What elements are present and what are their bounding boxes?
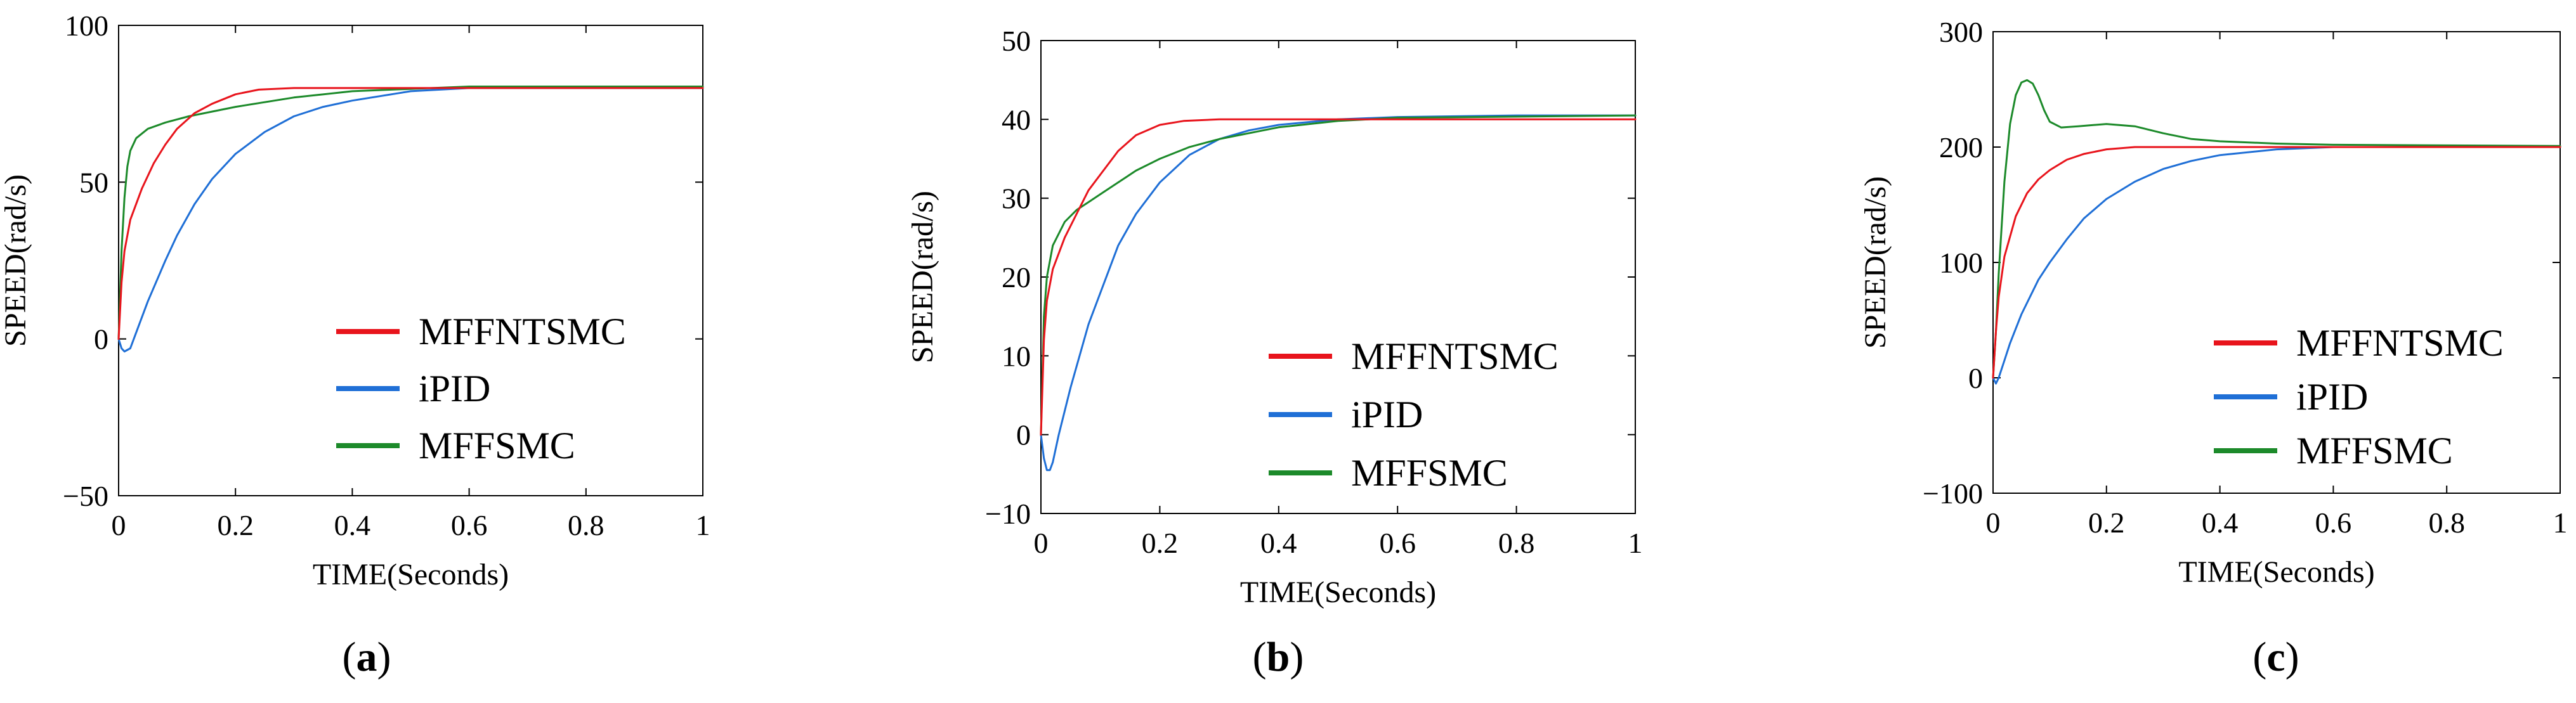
x-axis-label: TIME(Seconds)	[2178, 555, 2374, 589]
y-axis-label: SPEED(rad/s)	[1859, 176, 1892, 349]
series-line-mffntsmc	[1040, 118, 1637, 436]
subplot-c: 0 0.2 0.4 0.6 0.8 1−1000100200300TIME(Seconds…	[1859, 16, 2568, 680]
series-line-mffsmc	[117, 86, 704, 340]
y-tick-label: 0	[1968, 362, 1983, 394]
subplot-caption: (c)	[2252, 634, 2299, 680]
series-line-mffsmc	[1992, 79, 2561, 379]
x-tick-label: 1	[1628, 527, 1643, 559]
y-tick-label: 100	[65, 10, 108, 42]
x-tick-label: 0.4	[1260, 527, 1297, 559]
series-line-ipid	[1992, 146, 2561, 385]
x-tick-label: 0.6	[2315, 506, 2352, 539]
plot-frame	[1040, 40, 1636, 514]
series-line-ipid	[117, 87, 704, 352]
legend-label-ipid: iPID	[2296, 376, 2368, 418]
x-tick-label: 0.2	[1142, 527, 1179, 559]
y-axis-label: SPEED(rad/s)	[0, 174, 32, 347]
y-tick-label: 20	[1002, 261, 1031, 293]
x-tick-label: 0.8	[2428, 506, 2465, 539]
x-tick-label: 0.4	[2202, 506, 2239, 539]
y-tick-label: 40	[1002, 103, 1031, 136]
y-tick-label: 0	[94, 323, 108, 356]
plot-frame	[1992, 31, 2561, 494]
y-tick-label: 0	[1016, 419, 1031, 451]
y-tick-label: 50	[1002, 25, 1031, 57]
subplot-b: 0 0.2 0.4 0.6 0.8 1−1001020304050TIME(Seconds…	[906, 25, 1643, 680]
x-tick-label: 1	[2553, 506, 2568, 539]
y-tick-label: 300	[1939, 16, 1983, 48]
x-tick-label: 0	[1986, 506, 2001, 539]
legend-label-mffsmc: MFFSMC	[1351, 452, 1508, 494]
legend-label-ipid: iPID	[1351, 394, 1423, 435]
legend-label-mffsmc: MFFSMC	[419, 425, 575, 467]
legend-label-mffntsmc: MFFNTSMC	[419, 311, 626, 352]
x-tick-label: 1	[696, 509, 710, 541]
x-tick-label: 0	[112, 509, 126, 541]
y-tick-label: 50	[79, 166, 108, 198]
y-tick-label: −10	[985, 498, 1031, 530]
x-axis-label: TIME(Seconds)	[313, 558, 509, 591]
y-tick-label: −50	[63, 480, 108, 512]
x-tick-label: 0.2	[2088, 506, 2125, 539]
y-tick-label: −100	[1923, 477, 1983, 510]
subplot-caption: (a)	[343, 634, 391, 680]
legend-label-mffntsmc: MFFNTSMC	[2296, 322, 2504, 364]
x-tick-label: 0.6	[451, 509, 488, 541]
legend-label-mffsmc: MFFSMC	[2296, 430, 2453, 472]
y-tick-label: 200	[1939, 131, 1983, 164]
legend-label-ipid: iPID	[419, 368, 490, 410]
y-tick-label: 100	[1939, 247, 1983, 279]
y-axis-label: SPEED(rad/s)	[906, 191, 939, 363]
subplot-a: 0 0.2 0.4 0.6 0.8 1−50050100TIME(Seconds)SPEE…	[0, 10, 710, 680]
plot-frame	[118, 25, 703, 496]
x-tick-label: 0.2	[217, 509, 254, 541]
subplot-caption: (b)	[1253, 634, 1304, 680]
legend-label-mffntsmc: MFFNTSMC	[1351, 335, 1559, 377]
x-tick-label: 0.6	[1379, 527, 1416, 559]
series-line-mffntsmc	[1992, 146, 2561, 379]
x-axis-label: TIME(Seconds)	[1240, 576, 1436, 609]
x-tick-label: 0.8	[1498, 527, 1535, 559]
y-tick-label: 30	[1002, 183, 1031, 215]
x-tick-label: 0.8	[568, 509, 605, 541]
series-line-mffntsmc	[117, 87, 704, 340]
series-line-mffsmc	[1040, 114, 1637, 436]
y-tick-label: 10	[1002, 340, 1031, 372]
x-tick-label: 0.4	[334, 509, 371, 541]
x-tick-label: 0	[1034, 527, 1049, 559]
